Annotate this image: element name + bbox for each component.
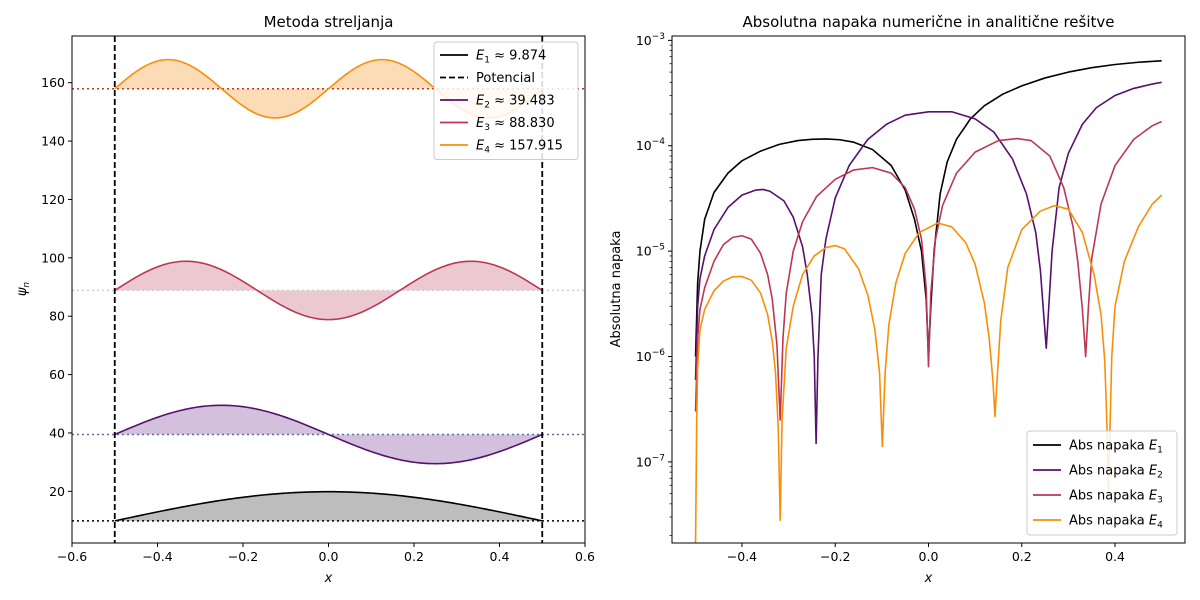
right-legend: Abs napaka E1 Abs napaka E2 Abs napaka E3 A… <box>1026 430 1178 536</box>
left-y-tick-label: 80 <box>49 309 65 324</box>
left-y-tick-label: 120 <box>41 192 65 207</box>
left-y-tick-label: 40 <box>49 425 65 440</box>
left-legend: E1 ≈ 9.874 Potencial E2 ≈ 39.483 E3 ≈ 88.83… <box>433 41 579 160</box>
legend-label-abs-e2: Abs napaka E2 <box>1069 464 1163 481</box>
left-x-tick-label: −0.2 <box>228 549 258 564</box>
right-y-tick-label: 10−3 <box>636 32 665 48</box>
legend-label-e3: E3 ≈ 88.830 <box>476 116 555 133</box>
left-plot-area <box>72 36 585 543</box>
right-x-label: x <box>924 571 933 586</box>
right-panel: Absolutna napaka numerične in analitične… <box>609 13 1186 586</box>
left-x-tick-label: 0.6 <box>575 549 595 564</box>
left-x-tick-label: −0.6 <box>57 549 87 564</box>
left-legend-box <box>433 41 579 160</box>
legend-label-e1: E1 ≈ 9.874 <box>476 49 546 66</box>
legend-label-abs-e1: Abs napaka E1 <box>1069 439 1163 456</box>
left-x-tick-label: 0.2 <box>404 549 424 564</box>
right-x-tick-label: 0.4 <box>1105 549 1125 564</box>
left-x-ticks: −0.6 −0.4 −0.2 0.0 0.2 0.4 0.6 <box>57 543 595 564</box>
right-y-tick-label: 10−4 <box>636 137 665 153</box>
legend-potential-label: Potencial <box>476 71 535 86</box>
left-x-tick-label: 0.4 <box>490 549 510 564</box>
right-y-ticks: 10−7 10−6 10−5 10−4 10−3 <box>636 32 672 536</box>
error-line-1 <box>694 59 1162 358</box>
error-line-4 <box>694 194 1163 543</box>
legend-label-e4: E4 ≈ 157.915 <box>476 139 563 156</box>
right-x-tick-label: 0.2 <box>1012 549 1032 564</box>
right-plot-area <box>694 59 1163 543</box>
right-legend-box <box>1026 430 1178 536</box>
left-y-tick-label: 60 <box>49 367 65 382</box>
legend-label-abs-e3: Abs napaka E3 <box>1069 489 1163 506</box>
legend-label-e2: E2 ≈ 39.483 <box>476 94 555 111</box>
left-x-label: x <box>324 571 333 586</box>
left-y-ticks: 20 40 60 80 100 120 140 160 <box>41 75 72 499</box>
left-y-tick-label: 100 <box>41 250 65 265</box>
psi-line-3 <box>114 260 543 321</box>
left-y-label: ψn <box>15 282 32 297</box>
right-title: Absolutna napaka numerične in analitične… <box>742 13 1114 31</box>
left-x-tick-label: 0.0 <box>319 549 339 564</box>
right-y-tick-label: 10−5 <box>636 243 665 259</box>
left-y-tick-label: 160 <box>41 75 65 90</box>
left-x-tick-label: −0.4 <box>142 549 172 564</box>
left-y-tick-label: 140 <box>41 134 65 149</box>
error-line-3 <box>694 120 1163 421</box>
right-y-tick-label: 10−7 <box>636 453 665 469</box>
right-x-tick-label: −0.2 <box>820 549 850 564</box>
legend-label-abs-e4: Abs napaka E4 <box>1069 514 1163 531</box>
left-y-tick-label: 20 <box>49 484 65 499</box>
left-title: Metoda streljanja <box>264 13 394 31</box>
error-line-2 <box>694 81 1162 445</box>
psi-line-2 <box>114 404 543 465</box>
left-panel: Metoda streljanja −0.6 −0.4 −0.2 0.0 0.2 0.4 0… <box>15 13 595 586</box>
right-x-tick-label: −0.4 <box>727 549 757 564</box>
right-x-ticks: −0.4 −0.2 0.0 0.2 0.4 <box>727 543 1125 564</box>
psi-fill-1 <box>114 491 543 521</box>
right-x-tick-label: 0.0 <box>919 549 939 564</box>
right-y-tick-label: 10−6 <box>636 348 665 364</box>
right-y-label: Absolutna napaka <box>609 231 624 348</box>
psi-line-1 <box>114 490 543 522</box>
